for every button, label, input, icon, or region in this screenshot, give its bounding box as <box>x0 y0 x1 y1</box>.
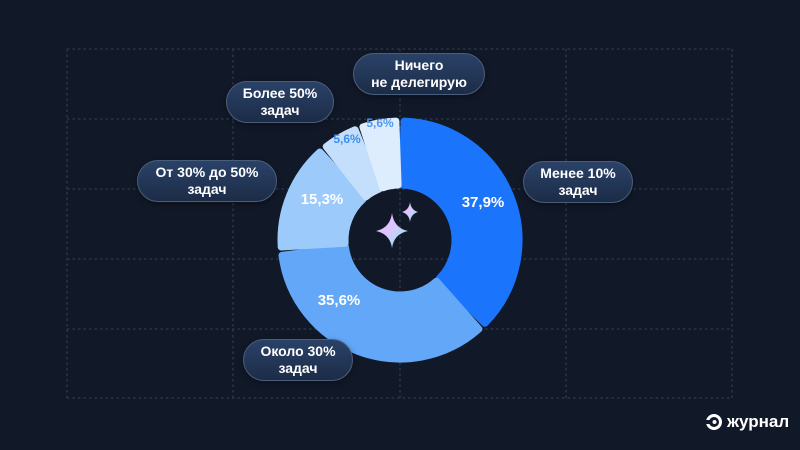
legend-text: не делегирую <box>371 74 467 90</box>
donut-segment <box>359 117 402 192</box>
legend-pill-about30: Около 30% задач <box>243 339 353 381</box>
segment-value-labels: 37,9% 35,6% 15,3% 5,6% 5,6% <box>301 116 505 309</box>
legend-text: задач <box>260 102 300 118</box>
value-label-from30: 15,3% <box>301 191 344 208</box>
legend-pill-more50: Более 50% задач <box>226 81 334 123</box>
legend-text: Менее 10% <box>540 165 616 181</box>
value-label-less10: 37,9% <box>462 194 505 211</box>
donut-chart <box>277 117 523 363</box>
legend-text: задач <box>187 181 227 197</box>
donut-segment <box>278 243 483 363</box>
legend-pill-from30: От 30% до 50% задач <box>137 160 277 202</box>
legend-pill-none: Ничего не делегирую <box>353 53 485 95</box>
value-label-more50: 5,6% <box>333 132 361 146</box>
legend-pill-less10: Менее 10% задач <box>523 161 633 203</box>
brand-name: журнал <box>727 412 790 431</box>
donut-segment <box>322 126 383 201</box>
legend-text: задач <box>558 182 598 198</box>
legend-text: Около 30% <box>260 343 336 359</box>
legend-text: Ничего <box>394 57 444 73</box>
legend-text: От 30% до 50% <box>155 164 259 180</box>
donut-segment <box>277 148 367 251</box>
sparkle-icon <box>376 202 418 248</box>
legend-text: Более 50% <box>242 85 318 101</box>
donut-segment <box>398 117 523 327</box>
value-label-about30: 35,6% <box>318 292 361 309</box>
value-label-none: 5,6% <box>366 116 394 130</box>
brand-logo: журнал <box>705 412 789 432</box>
brand-logo-icon <box>705 414 722 430</box>
legend-text: задач <box>278 360 318 376</box>
